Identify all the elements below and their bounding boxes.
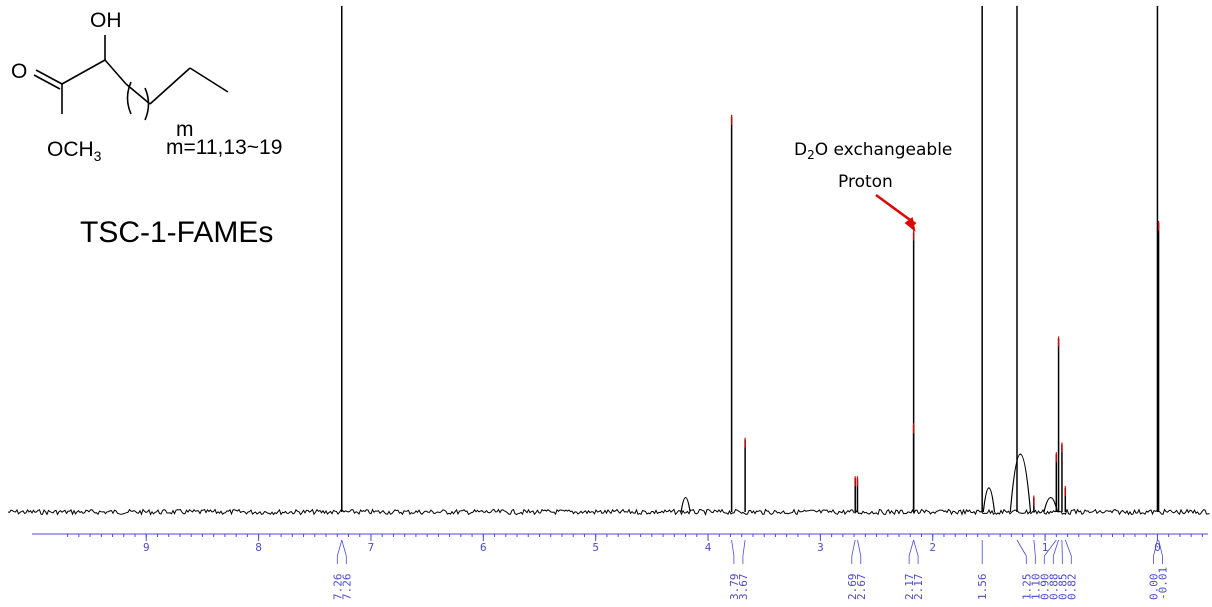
bracket-close xyxy=(144,87,150,121)
peak-label-8: 1.56 xyxy=(976,574,989,601)
peak-label-connector-9 xyxy=(1016,539,1027,564)
peak-label-connector-12 xyxy=(1052,539,1059,564)
peak-label-11: 0.90 xyxy=(1038,574,1051,601)
spectrum-broad-signal-0 xyxy=(680,496,691,513)
peak-label-connector-16 xyxy=(1158,539,1163,564)
peak-label-connector-15 xyxy=(1153,539,1158,564)
bond-carbonyl-double-a xyxy=(35,69,63,85)
peak-label-connector-11 xyxy=(1043,539,1057,564)
annotation-rest: O exchangeable xyxy=(815,140,953,160)
x-tick-label-0: 9 xyxy=(143,541,150,554)
peak-label-connector-6 xyxy=(908,539,914,564)
x-axis: 9 8 7 6 5 4 3 2 1 0 xyxy=(32,533,1208,554)
annotation-arrow xyxy=(875,193,917,232)
x-tick-label-2: 7 xyxy=(368,541,375,554)
och3-label: OCH3 xyxy=(47,138,102,164)
och3-subscript: 3 xyxy=(94,148,102,164)
annotation-line2: Proton xyxy=(838,172,893,192)
peak-label-12: 0.88 xyxy=(1047,574,1060,601)
bond-alpha-chain xyxy=(104,59,127,85)
och3-text: OCH xyxy=(47,138,94,161)
bond-chain-3 xyxy=(189,67,229,93)
x-tick-label-6: 3 xyxy=(817,541,824,554)
repeat-m-label: m xyxy=(176,118,194,141)
x-tick-label-1: 8 xyxy=(255,541,262,554)
peak-label-connector-14 xyxy=(1064,539,1072,564)
peak-markers xyxy=(731,114,1160,506)
annotation-d: D xyxy=(794,140,807,160)
peak-label-15: 0.00 xyxy=(1148,574,1161,601)
bond-alpha-carbonyl xyxy=(61,59,106,85)
peak-label-connector-1 xyxy=(341,539,347,564)
x-tick-label-7: 2 xyxy=(929,541,936,554)
peak-label-10: 1.10 xyxy=(1029,574,1042,601)
spectrum-broad-signal-3 xyxy=(1043,496,1058,513)
compound-name: TSC-1-FAMEs xyxy=(80,216,273,249)
spectrum-broad-signal-2 xyxy=(982,487,996,513)
peak-labels: 7.267.26 3.793.67 2.692.67 2.172.17 1.56 1.25… xyxy=(331,539,1170,601)
x-tick-label-3: 6 xyxy=(480,541,487,554)
peak-label-connector-3 xyxy=(742,539,746,564)
peak-label-connector-7 xyxy=(913,539,919,564)
m-values-label: m=11,13~19 xyxy=(166,136,282,159)
peak-label-2: 3.79 xyxy=(728,574,741,601)
bond-chain-1 xyxy=(125,83,151,105)
x-tick-label-8: 1 xyxy=(1042,541,1049,554)
peak-label-6: 2.17 xyxy=(903,574,916,601)
x-tick-label-4: 5 xyxy=(592,541,599,554)
peak-label-14: 0.82 xyxy=(1065,574,1078,601)
peak-label-9: 1.25 xyxy=(1020,574,1033,601)
peak-label-7: 2.17 xyxy=(912,574,925,601)
peak-label-4: 2.69 xyxy=(846,574,859,601)
bracket-open xyxy=(126,81,132,115)
peak-label-connector-10 xyxy=(1033,539,1036,564)
peak-label-connector-2 xyxy=(731,539,735,564)
x-tick-label-5: 4 xyxy=(705,541,712,554)
annotation-line1: D2O exchangeable xyxy=(794,140,952,162)
x-tick-label-9: 0 xyxy=(1154,541,1161,554)
spectrum xyxy=(7,5,1210,516)
bond-chain-2 xyxy=(149,67,191,105)
spectrum-broad-signal-1 xyxy=(1009,453,1032,513)
oh-label: OH xyxy=(90,9,122,32)
molecule-structure xyxy=(33,35,229,121)
peak-label-connector-4 xyxy=(851,539,856,564)
peak-label-3: 3.67 xyxy=(737,574,750,601)
peak-label-16: -0.01 xyxy=(1157,567,1170,600)
peak-label-connector-0 xyxy=(336,539,343,564)
arrow-head xyxy=(904,217,916,232)
bond-carbonyl-double-b xyxy=(33,74,61,90)
peak-label-13: 0.85 xyxy=(1056,574,1069,601)
carbonyl-o-label: O xyxy=(11,60,27,83)
peak-label-connector-5 xyxy=(857,539,862,564)
annotation-d-subscript: 2 xyxy=(807,148,815,162)
peak-label-1: 7.26 xyxy=(340,574,353,601)
peak-label-0: 7.26 xyxy=(331,574,344,601)
peak-label-5: 2.67 xyxy=(855,574,868,601)
arrow-shaft xyxy=(875,193,917,226)
spectrum-baseline xyxy=(7,508,1210,516)
